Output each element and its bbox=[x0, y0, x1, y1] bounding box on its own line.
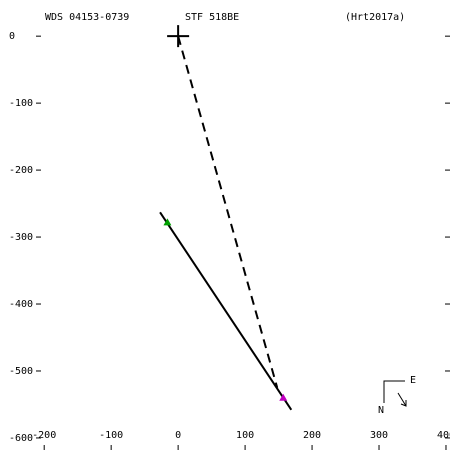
x-tick-label: 300 bbox=[370, 430, 388, 441]
y-tick-label: -200 bbox=[9, 165, 33, 176]
observation bbox=[279, 393, 288, 401]
compass bbox=[383, 380, 407, 407]
y-tick-label: -100 bbox=[9, 98, 33, 109]
y-tick-label: 0 bbox=[9, 31, 15, 42]
y-tick-label: -300 bbox=[9, 232, 33, 243]
primary-star bbox=[167, 25, 190, 48]
observation bbox=[163, 218, 172, 226]
x-tick-label: 200 bbox=[303, 430, 321, 441]
compass-axes bbox=[383, 380, 405, 403]
y-tick-label: -400 bbox=[9, 299, 33, 310]
compass-arrowhead bbox=[400, 400, 407, 407]
compass-east: E bbox=[410, 375, 416, 386]
y-tick-label: -500 bbox=[9, 366, 33, 377]
x-tick-label: 400 bbox=[437, 430, 450, 441]
reference: (Hrt2017a) bbox=[345, 12, 405, 23]
x-tick-label: 100 bbox=[236, 430, 254, 441]
chart-title: WDS 04153-0739 bbox=[45, 12, 129, 23]
compass-arrow bbox=[397, 392, 407, 407]
compass-north: N bbox=[378, 405, 384, 416]
x-tick-label: -200 bbox=[32, 430, 56, 441]
x-tick-label: -100 bbox=[99, 430, 123, 441]
x-tick-label: 0 bbox=[175, 430, 181, 441]
orbit-line bbox=[159, 211, 293, 411]
connector-line bbox=[177, 35, 279, 388]
chart-subtitle: STF 518BE bbox=[185, 12, 239, 23]
y-tick-label: -600 bbox=[9, 433, 33, 444]
